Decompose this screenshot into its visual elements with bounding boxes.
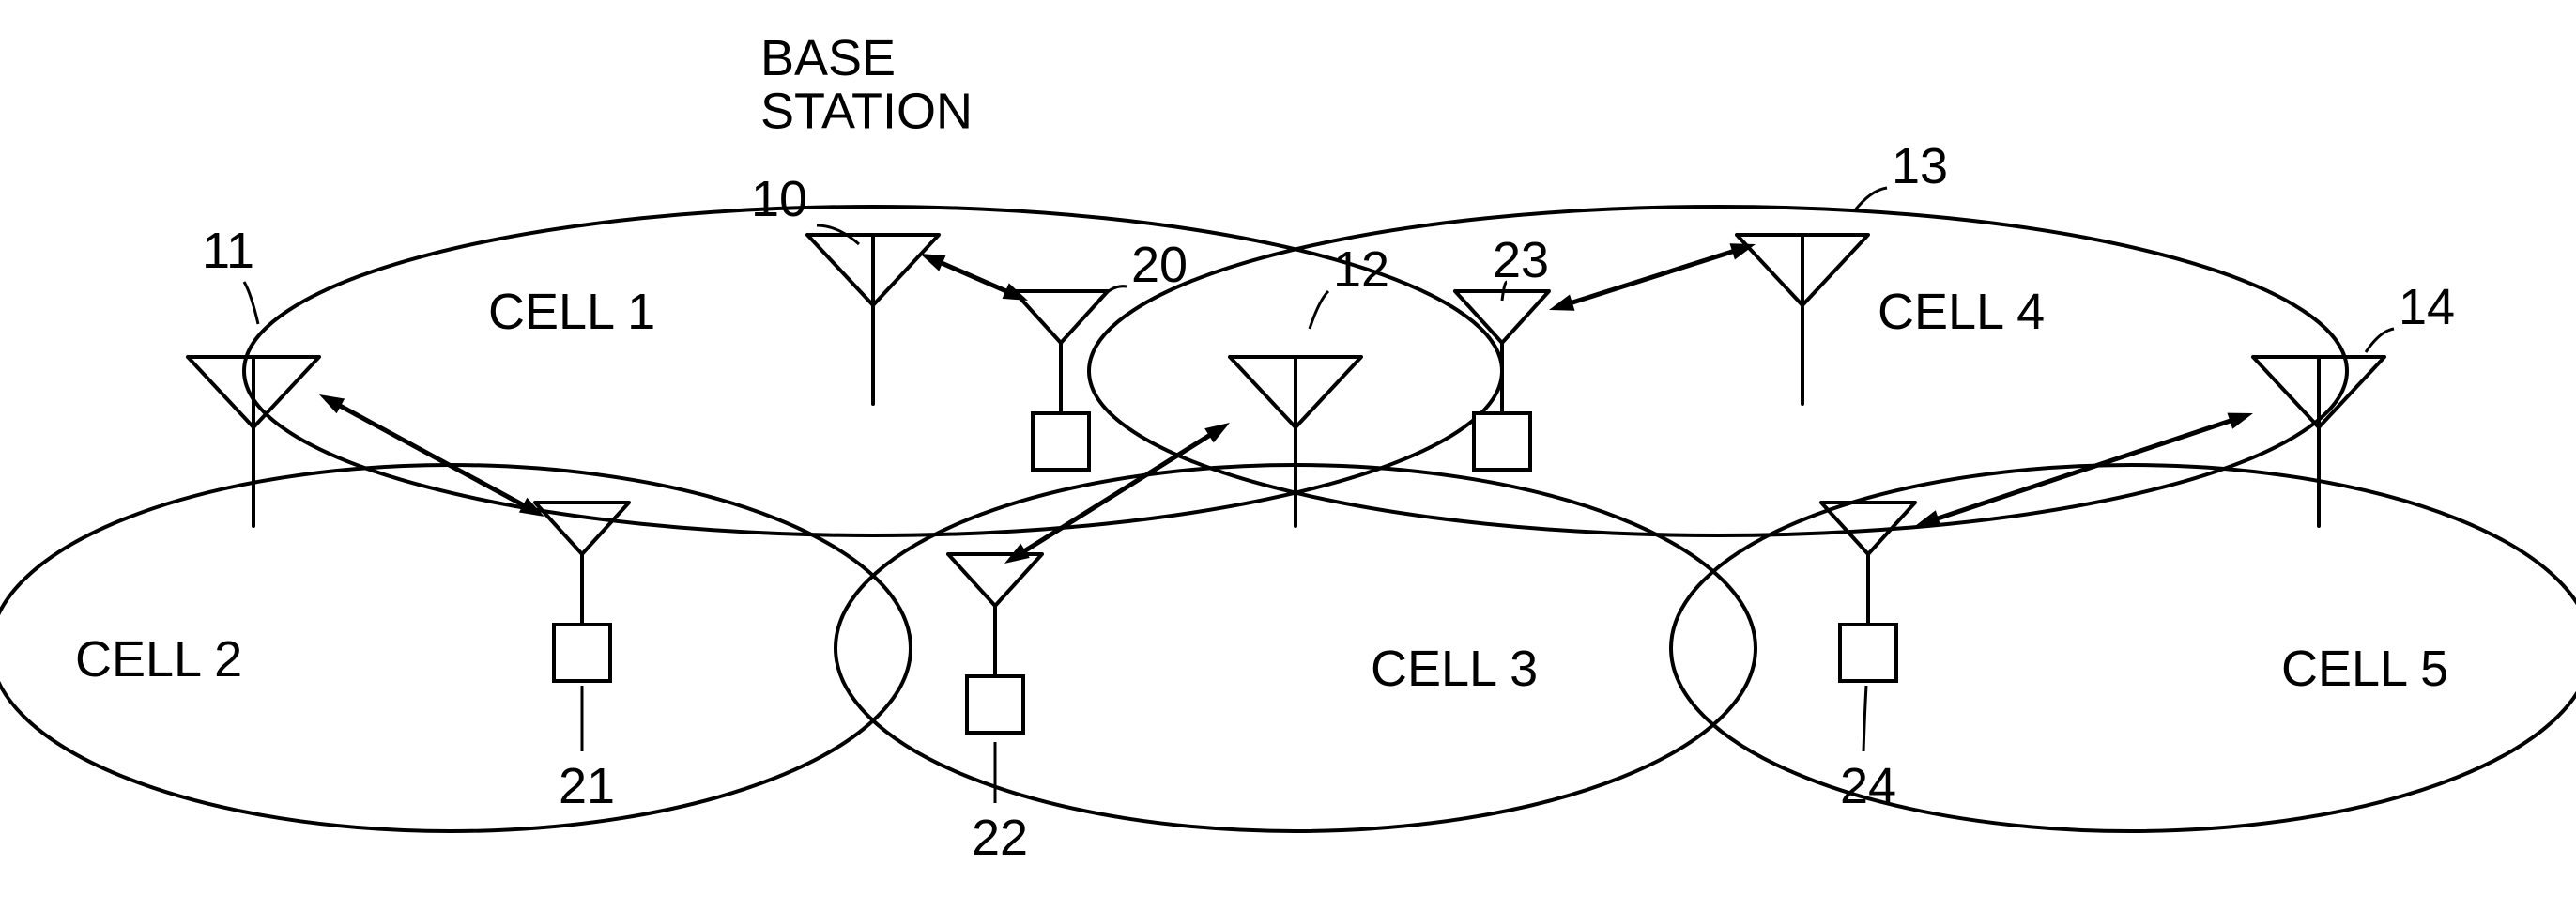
cell-label-cell4: CELL 4 [1878, 284, 2045, 340]
base-station-title: BASESTATION [760, 30, 973, 140]
cell-label-cell1: CELL 1 [488, 284, 655, 340]
base-station-number-bs11: 11 [202, 223, 254, 279]
ue-number-ue22: 22 [972, 810, 1028, 866]
base-station-number-bs10: 10 [751, 171, 807, 227]
base-station-number-bs12: 12 [1333, 241, 1389, 298]
ue-number-ue23: 23 [1493, 232, 1549, 288]
ue-number-ue20: 20 [1131, 237, 1188, 293]
ue-number-ue24: 24 [1840, 758, 1896, 814]
cell-label-cell5: CELL 5 [2281, 641, 2448, 697]
base-station-number-bs13: 13 [1892, 138, 1948, 194]
ue-number-ue21: 21 [559, 758, 615, 814]
cells-layer [0, 207, 2576, 831]
cell-label-cell2: CELL 2 [75, 631, 242, 688]
base-station-number-bs14: 14 [2399, 279, 2455, 335]
cell-label-cell3: CELL 3 [1371, 641, 1538, 697]
